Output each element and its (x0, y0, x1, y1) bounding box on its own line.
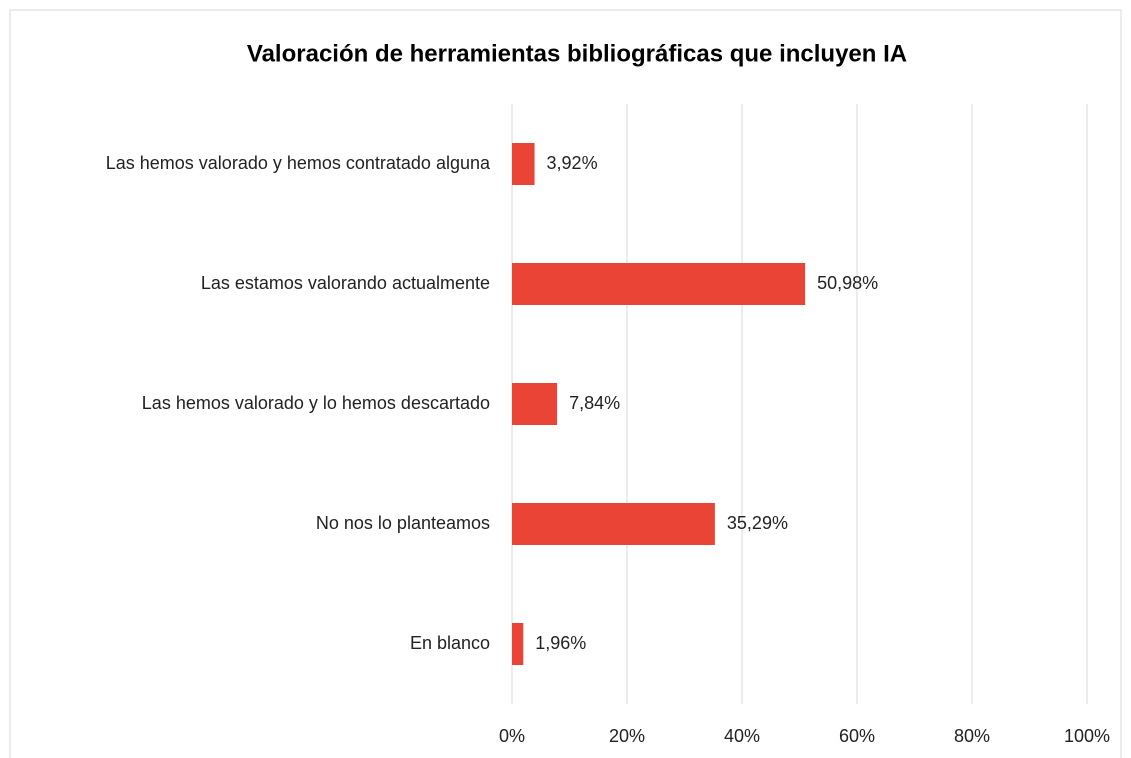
data-label: 3,92% (547, 153, 598, 173)
y-tick-label: No nos lo planteamos (316, 513, 490, 533)
bar (512, 263, 806, 305)
y-tick-label: En blanco (410, 633, 490, 653)
x-tick-label: 80% (954, 726, 990, 746)
x-tick-label: 40% (724, 726, 760, 746)
x-tick-label: 100% (1064, 726, 1110, 746)
chart-title: Valoración de herramientas bibliográfica… (247, 40, 907, 67)
x-tick-label: 60% (839, 726, 875, 746)
bar (512, 383, 558, 425)
bar (512, 143, 535, 185)
x-tick-label: 0% (499, 726, 525, 746)
data-label: 50,98% (817, 273, 878, 293)
data-label: 7,84% (569, 393, 620, 413)
x-tick-label: 20% (609, 726, 645, 746)
data-label: 35,29% (727, 513, 788, 533)
y-tick-label: Las estamos valorando actualmente (201, 273, 490, 293)
bar (512, 503, 715, 545)
chart-border (9, 9, 1122, 758)
y-tick-label: Las hemos valorado y hemos contratado al… (106, 153, 491, 173)
bar (512, 623, 524, 665)
data-label: 1,96% (535, 633, 586, 653)
y-tick-label: Las hemos valorado y lo hemos descartado (142, 393, 490, 413)
